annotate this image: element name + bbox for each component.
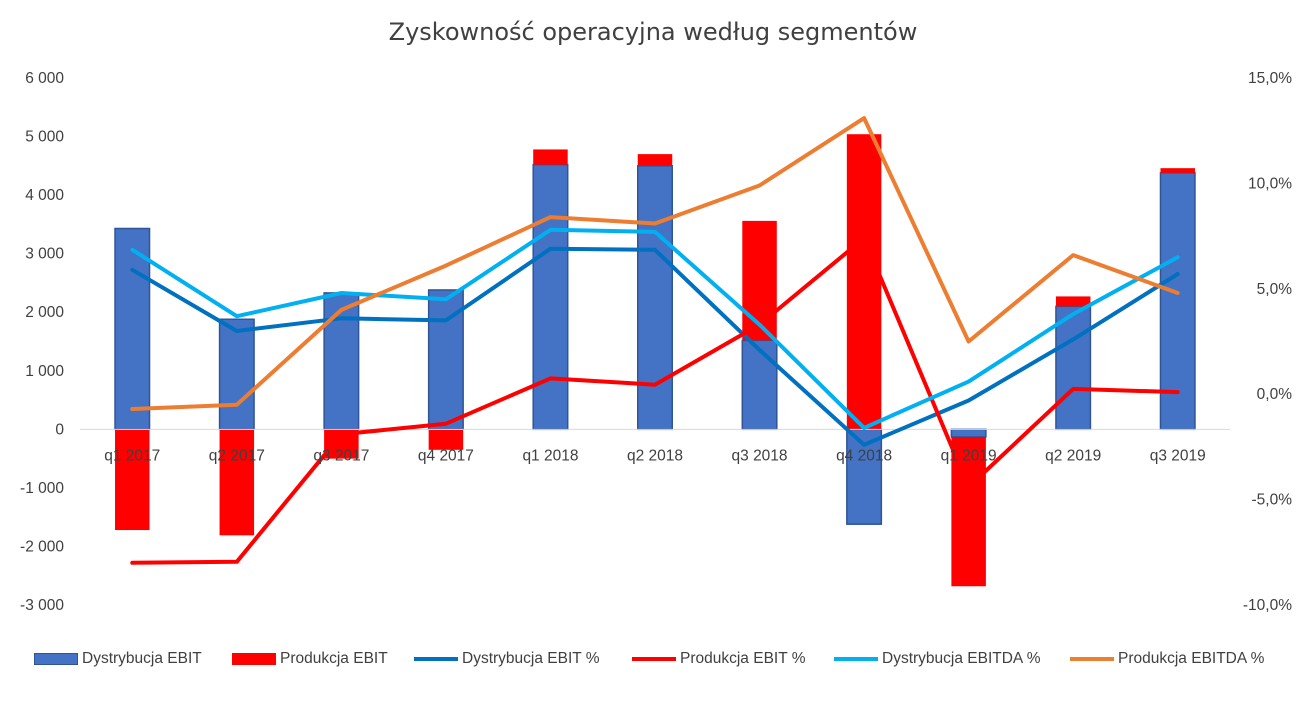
category-label: q3 2019: [1150, 447, 1206, 464]
right-axis-tick-label: 5,0%: [1257, 281, 1293, 298]
legend-item: Dystrybucja EBIT %: [414, 646, 600, 672]
legend-item: Produkcja EBIT: [232, 646, 388, 672]
right-axis-tick-label: -10,0%: [1243, 597, 1292, 614]
right-axis-tick-labels: -10,0% -5,0% 0,0% 5,0% 10,0% 15,0%: [1243, 70, 1292, 614]
right-axis-tick-label: 0,0%: [1257, 386, 1293, 403]
category-label: q1 2019: [941, 447, 997, 464]
line-series: [130, 116, 1180, 565]
line-produkcja-ebitda-pct: [130, 116, 1180, 411]
bar-dystrybucja-ebit: [741, 339, 778, 431]
right-axis-tick-label: 10,0%: [1248, 175, 1292, 192]
right-axis-tick-label: 15,0%: [1248, 70, 1292, 87]
bar-dystrybucja-ebit: [114, 227, 151, 431]
legend-label: Produkcja EBIT: [280, 650, 388, 667]
legend-swatch: [1070, 657, 1114, 661]
category-label: q2 2018: [627, 447, 683, 464]
category-label: q3 2018: [732, 447, 788, 464]
left-axis-tick-label: 4 000: [25, 187, 64, 204]
bar-produkcja-ebit: [219, 429, 255, 536]
legend-swatch: [34, 653, 78, 665]
chart-plot: -3 000 -2 000 -1 000 0 1 000 2 000 3 000 4 000 5…: [20, 70, 1292, 614]
left-axis-tick-label: 0: [55, 421, 64, 438]
bar-dystrybucja-ebit: [637, 165, 673, 431]
bar-produkcja-ebit: [1055, 296, 1091, 307]
left-axis-tick-label: 6 000: [25, 70, 64, 87]
bar-produkcja-ebit: [637, 154, 673, 166]
bar-dystrybucja-ebit: [323, 292, 360, 431]
legend-label: Dystrybucja EBITDA %: [882, 650, 1041, 667]
legend-item: Produkcja EBIT %: [632, 646, 806, 672]
right-axis-tick-label: -5,0%: [1252, 492, 1293, 509]
left-axis-tick-label: -1 000: [20, 480, 64, 497]
left-axis-tick-label: 1 000: [25, 363, 64, 380]
legend-swatch: [232, 653, 276, 665]
legend-item: Dystrybucja EBITDA %: [834, 646, 1041, 672]
category-label: q1 2017: [104, 447, 160, 464]
legend-item: Produkcja EBITDA %: [1070, 646, 1264, 672]
category-label: q2 2019: [1045, 447, 1101, 464]
bar-produkcja-ebit: [533, 149, 568, 165]
bar-dystrybucja-ebit: [950, 428, 987, 438]
legend-label: Dystrybucja EBIT %: [462, 650, 600, 667]
bar-produkcja-ebit: [1160, 168, 1195, 173]
left-axis-tick-label: 2 000: [25, 304, 64, 321]
bar-produkcja-ebit: [428, 429, 464, 450]
legend-item: Dystrybucja EBIT: [34, 646, 202, 672]
left-axis-tick-labels: -3 000 -2 000 -1 000 0 1 000 2 000 3 000 4 000 5…: [20, 70, 64, 614]
bar-dystrybucja-ebit: [532, 163, 569, 431]
line-produkcja-ebit-pct: [130, 236, 1180, 565]
left-axis-tick-label: 3 000: [25, 246, 64, 263]
bar-dystrybucja-ebit: [1055, 305, 1092, 431]
legend-swatch: [632, 657, 676, 661]
line-dystrybucja-ebitda-pct: [130, 227, 1180, 430]
legend-label: Dystrybucja EBIT: [82, 650, 202, 667]
category-label: q3 2017: [313, 447, 369, 464]
bar-produkcja-ebit: [846, 134, 882, 430]
legend-swatch: [834, 657, 878, 661]
left-axis-tick-label: -3 000: [20, 597, 64, 614]
legend-swatch: [414, 657, 458, 661]
left-axis-tick-label: 5 000: [25, 129, 64, 146]
bar-produkcja-ebit: [742, 220, 777, 341]
left-axis-tick-label: -2 000: [20, 538, 64, 555]
category-label: q4 2018: [836, 447, 892, 464]
chart-title: Zyskowność operacyjna według segmentów: [388, 18, 918, 46]
bar-series: [114, 134, 1196, 587]
category-tick-labels: q1 2017 q2 2017 q3 2017 q4 2017 q1 2018 q2 20…: [104, 447, 1205, 464]
category-label: q4 2017: [418, 447, 474, 464]
line-dystrybucja-ebit-pct: [130, 246, 1180, 447]
bar-dystrybucja-ebit: [218, 318, 255, 431]
bar-produkcja-ebit: [115, 429, 150, 531]
legend: Dystrybucja EBIT Produkcja EBIT Dystrybucj…: [0, 646, 1306, 672]
category-label: q1 2018: [522, 447, 578, 464]
legend-label: Produkcja EBIT %: [680, 650, 806, 667]
category-label: q2 2017: [209, 447, 265, 464]
legend-label: Produkcja EBITDA %: [1118, 650, 1265, 667]
